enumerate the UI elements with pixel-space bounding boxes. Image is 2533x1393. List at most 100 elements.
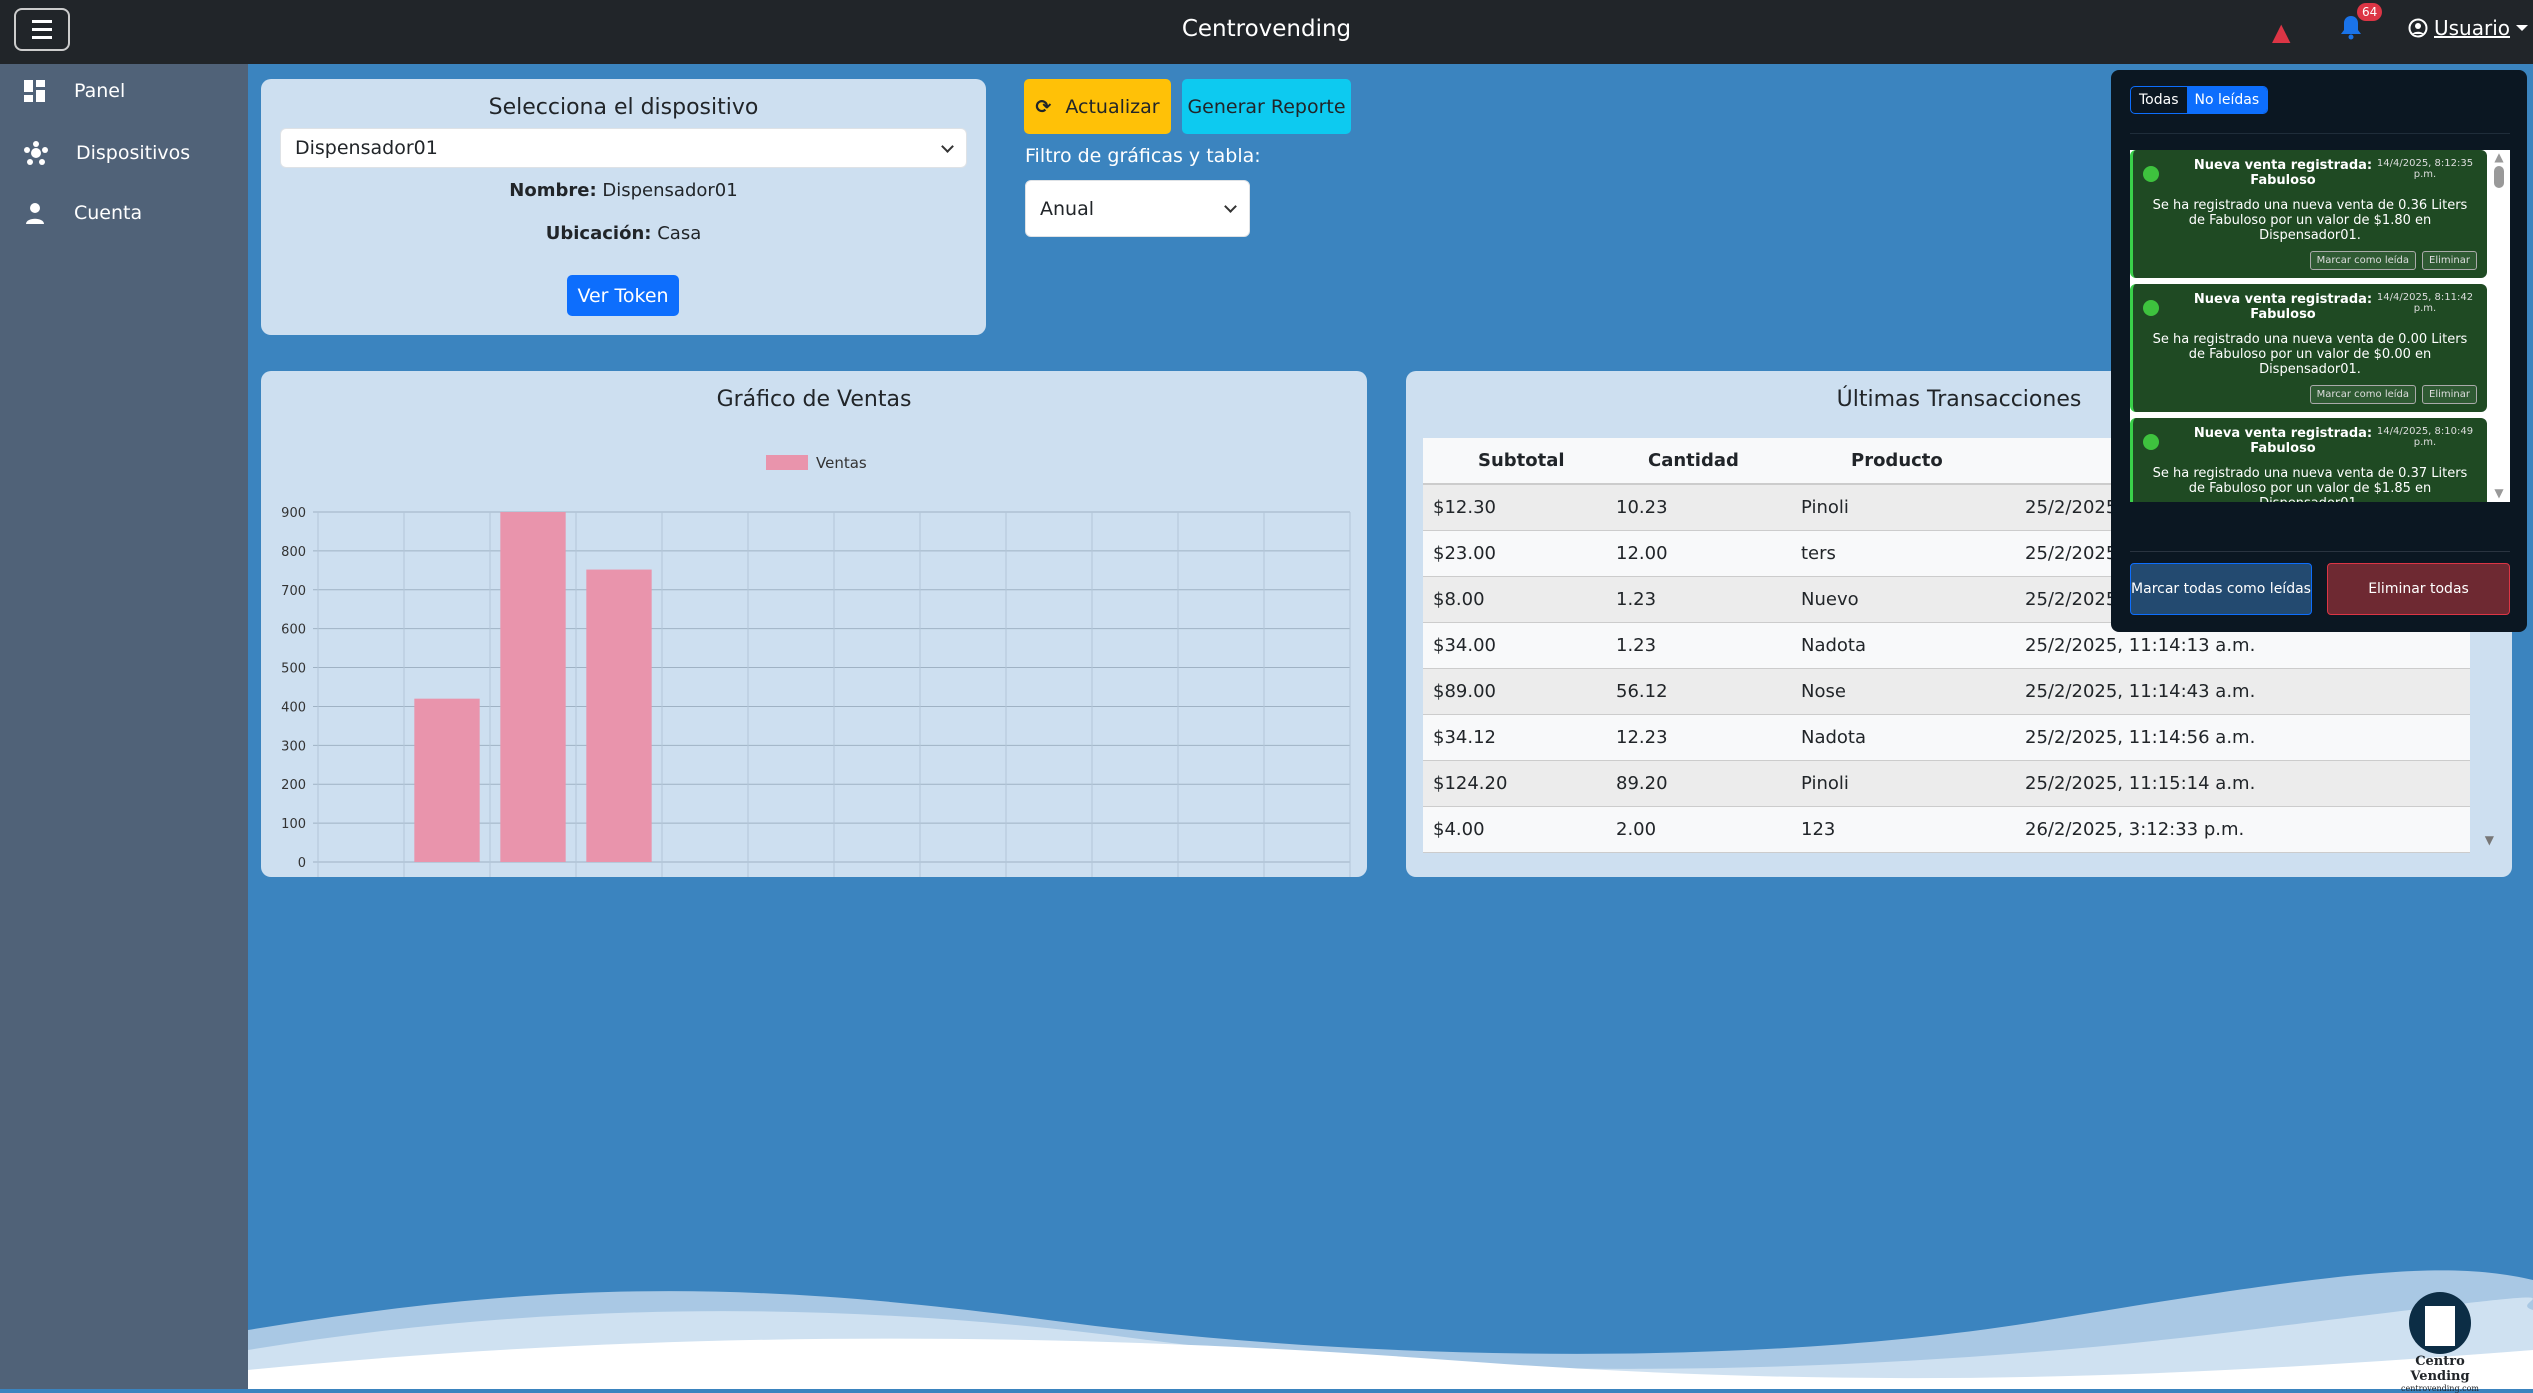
table-cell: 1.23 <box>1606 622 1791 669</box>
notification-title: Nueva venta registrada: Fabuloso <box>2193 158 2373 188</box>
notification-time: 14/4/2025, 8:11:42 p.m. <box>2376 292 2474 314</box>
table-cell: Pinoli <box>1791 484 2015 531</box>
mark-all-read-button[interactable]: Marcar todas como leídas <box>2130 563 2312 615</box>
logo-name: Centro Vending <box>2410 1354 2470 1384</box>
table-cell: $124.20 <box>1423 760 1606 807</box>
scroll-down-arrow[interactable]: ▼ <box>2494 486 2504 500</box>
y-tick-label: 700 <box>281 584 306 599</box>
bar-abril <box>586 569 652 862</box>
tab-unread[interactable]: No leídas <box>2186 87 2268 113</box>
vending-machine-icon <box>2409 1292 2471 1354</box>
scroll-down-arrow[interactable]: ▼ <box>2484 833 2494 847</box>
table-cell: Nadota <box>1791 714 2015 761</box>
scrollbar[interactable]: ▲ ▼ <box>2488 150 2510 502</box>
user-circle-icon <box>2408 18 2428 38</box>
y-tick-label: 500 <box>281 662 306 677</box>
table-cell: 56.12 <box>1606 668 1791 715</box>
sidebar-item-label: Cuenta <box>74 202 143 224</box>
mark-read-button[interactable]: Marcar como leída <box>2309 385 2417 404</box>
legend-label: Ventas <box>816 454 867 472</box>
user-menu[interactable]: Usuario <box>2408 16 2529 40</box>
mark-read-button[interactable]: Marcar como leída <box>2309 251 2417 270</box>
table-cell: $34.00 <box>1423 622 1606 669</box>
app-title: Centrovending <box>1181 16 1352 42</box>
sidebar-item-panel[interactable]: Panel <box>24 80 125 102</box>
scroll-up-arrow[interactable]: ▲ <box>2494 150 2504 164</box>
table-cell: 25/2/2025, 11:14:43 a.m. <box>2015 668 2470 715</box>
generate-report-button[interactable]: Generar Reporte <box>1182 79 1351 134</box>
notification-body: Se ha registrado una nueva venta de 0.36… <box>2152 198 2468 243</box>
caret-down-icon <box>2516 25 2529 31</box>
device-location: Ubicación: Casa <box>261 223 986 244</box>
filter-select-value: Anual <box>1040 197 1095 220</box>
column-header: Producto <box>1791 438 2015 485</box>
menu-toggle-button[interactable] <box>14 8 70 51</box>
notification-item: Nueva venta registrada: Fabuloso 14/4/20… <box>2130 150 2487 278</box>
device-select-card: Selecciona el dispositivo Dispensador01 … <box>261 79 986 335</box>
chevron-down-icon <box>1224 200 1237 213</box>
bell-icon[interactable] <box>2340 14 2362 40</box>
table-cell: 25/2/2025, 11:14:56 a.m. <box>2015 714 2470 761</box>
bar-marzo <box>500 512 566 862</box>
device-name: Nombre: Dispensador01 <box>261 180 986 201</box>
table-cell: 123 <box>1791 806 2015 853</box>
delete-all-button[interactable]: Eliminar todas <box>2327 563 2510 615</box>
divider <box>2130 551 2510 552</box>
y-tick-label: 0 <box>298 856 306 871</box>
filter-select[interactable]: Anual <box>1025 180 1250 237</box>
y-tick-label: 200 <box>281 778 306 793</box>
y-tick-label: 600 <box>281 623 306 638</box>
notification-count-badge: 64 <box>2357 3 2383 21</box>
card-title: Selecciona el dispositivo <box>488 95 759 120</box>
sales-bar-chart: Ventas0100200300400500600700800900EneroF… <box>281 454 1351 877</box>
notification-tabs: Todas No leídas <box>2130 86 2269 114</box>
table-row: $4.00 2.00 123 26/2/2025, 3:12:33 p.m. <box>1423 806 2470 853</box>
unread-dot-icon <box>2143 300 2159 316</box>
notification-item: Nueva venta registrada: Fabuloso 14/4/20… <box>2130 284 2487 412</box>
refresh-icon: ⟳ <box>1035 95 1052 118</box>
location-label: Ubicación: <box>545 223 652 244</box>
table-cell: ters <box>1791 530 2015 577</box>
filter-label: Filtro de gráficas y tabla: <box>1025 145 1261 167</box>
device-select[interactable]: Dispensador01 <box>280 128 967 168</box>
unread-dot-icon <box>2143 434 2159 450</box>
table-cell: 1.23 <box>1606 576 1791 623</box>
transactions-card: Últimas Transacciones Subtotal Cantidad … <box>1406 371 2512 877</box>
transactions-table-wrap: Subtotal Cantidad Producto $12.30 10.23 Pi… <box>1423 438 2470 853</box>
chevron-down-icon <box>941 139 954 153</box>
delete-button[interactable]: Eliminar <box>2422 251 2477 270</box>
view-token-button[interactable]: Ver Token <box>567 275 679 316</box>
scrollbar-thumb[interactable] <box>2494 166 2504 188</box>
sidebar: Panel Dispositivos Cuenta <box>0 64 248 1389</box>
table-cell: 89.20 <box>1606 760 1791 807</box>
notification-list[interactable]: Nueva venta registrada: Fabuloso 14/4/20… <box>2130 150 2510 502</box>
centro-vending-logo: Centro Vending centrovending.com <box>2385 1292 2495 1393</box>
sidebar-item-dispositivos[interactable]: Dispositivos <box>24 141 190 165</box>
table-cell: Nose <box>1791 668 2015 715</box>
tab-all[interactable]: Todas <box>2139 92 2179 108</box>
alert-icon[interactable]: ▲ <box>2272 18 2291 46</box>
table-cell: $34.12 <box>1423 714 1606 761</box>
bar-febrero <box>414 698 480 862</box>
user-label: Usuario <box>2434 16 2511 40</box>
table-row: $34.12 12.23 Nadota 25/2/2025, 11:14:56 a.m… <box>1423 714 2470 761</box>
sidebar-item-cuenta[interactable]: Cuenta <box>24 202 142 224</box>
refresh-label: Actualizar <box>1065 95 1160 118</box>
notification-time: 14/4/2025, 8:10:49 p.m. <box>2376 426 2474 448</box>
table-row: $124.20 89.20 Pinoli 25/2/2025, 11:15:14 a.… <box>1423 760 2470 807</box>
devices-network-icon <box>24 141 48 165</box>
column-header: Cantidad <box>1606 438 1791 485</box>
table-cell: $23.00 <box>1423 530 1606 577</box>
sales-chart-card: Gráfico de Ventas Ventas 0 100 200 300 400 500… <box>261 371 1367 877</box>
top-navbar: Centrovending ▲ 64 Usuario <box>0 0 2533 64</box>
refresh-button[interactable]: ⟳ Actualizar <box>1024 79 1171 134</box>
table-row: $34.00 1.23 Nadota 25/2/2025, 11:14:13 a.m. <box>1423 622 2470 669</box>
delete-button[interactable]: Eliminar <box>2422 385 2477 404</box>
name-label: Nombre: <box>509 180 597 201</box>
table-cell: 12.23 <box>1606 714 1791 761</box>
legend-swatch <box>766 455 808 470</box>
user-icon <box>26 203 44 224</box>
sidebar-item-label: Dispositivos <box>76 142 191 164</box>
y-tick-label: 300 <box>281 739 306 754</box>
notification-item: Nueva venta registrada: Fabuloso 14/4/20… <box>2130 418 2487 502</box>
